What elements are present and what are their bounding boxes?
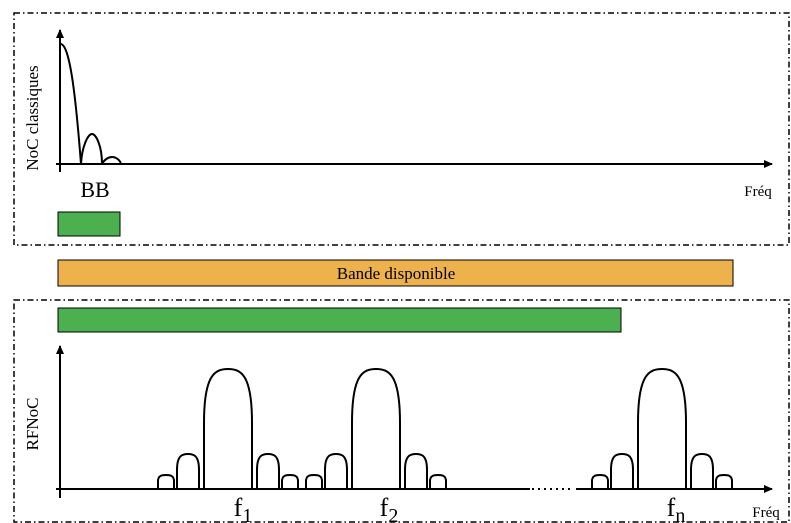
lobe-n-3: [591, 473, 609, 489]
carrier-label-2: f2: [380, 493, 399, 523]
lobe-1-3: [157, 473, 175, 489]
carrier-subscript-n: n: [675, 505, 685, 523]
bottom-x-label: Fréq: [752, 505, 780, 521]
bottom-panel-border: [13, 299, 790, 523]
lobe-2-4: [429, 473, 447, 489]
available-band-bar: [57, 259, 734, 287]
top-x-label: Fréq: [744, 184, 772, 200]
lobe-n-2: [690, 452, 714, 489]
carrier-symbol-1: f: [234, 493, 243, 522]
lobe-1-0: [203, 367, 253, 489]
lobe-2-2: [404, 452, 428, 489]
baseband-spectrum: [59, 43, 122, 165]
bottom-panel: RFNoC Fréq f1 f2 fn: [13, 299, 790, 523]
carrier-symbol-2: f: [380, 493, 389, 522]
carrier-spectrum-2: [305, 367, 447, 489]
carrier-label-n: fn: [667, 493, 686, 523]
top-panel-border: [13, 12, 790, 246]
lobe-1-4: [281, 473, 299, 489]
lobe-2-3: [305, 473, 323, 489]
available-band: Bande disponible: [57, 259, 734, 287]
lobe-1-2: [256, 452, 280, 489]
carrier-symbol-n: f: [667, 493, 676, 522]
top-panel: NoC classiques BB Fréq: [13, 12, 790, 246]
lobe-1-1: [176, 452, 200, 489]
carrier-subscript-2: 2: [388, 505, 398, 523]
top-y-label: NoC classiques: [23, 65, 42, 170]
bottom-y-label: RFNoC: [23, 398, 42, 451]
lobe-n-1: [610, 452, 634, 489]
lobe-2-1: [324, 452, 348, 489]
available-band-label: Bande disponible: [337, 264, 456, 283]
rfnoc-usage-bar: [57, 307, 622, 333]
carrier-spectrum-n: [591, 367, 733, 489]
baseband-label: BB: [80, 177, 109, 202]
carrier-subscript-1: 1: [242, 505, 252, 523]
baseband-usage-bar: [57, 211, 121, 237]
carrier-spectra: [157, 367, 733, 489]
carrier-label-1: f1: [234, 493, 253, 523]
lobe-n-4: [715, 473, 733, 489]
lobe-2-0: [351, 367, 401, 489]
carrier-spectrum-1: [157, 367, 299, 489]
lobe-n-0: [637, 367, 687, 489]
